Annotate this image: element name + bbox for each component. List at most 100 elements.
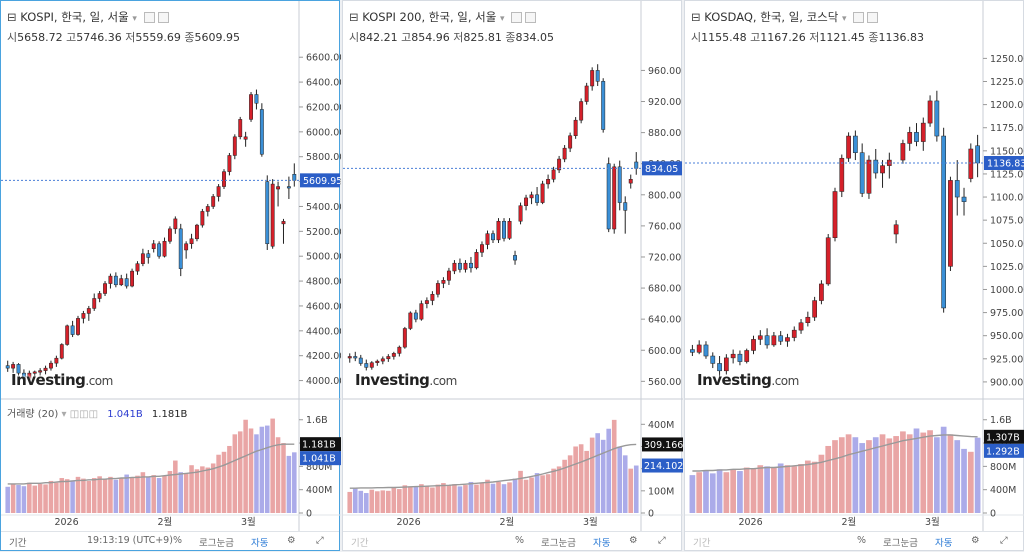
candle-body <box>717 363 722 372</box>
price-tick-label: 880.00 <box>648 128 681 139</box>
candle-body <box>798 322 804 331</box>
settings-icon[interactable] <box>853 12 865 23</box>
close-icon[interactable] <box>157 12 169 23</box>
collapse-icon[interactable]: ⊟ <box>7 10 17 24</box>
percent-button[interactable]: % <box>857 535 867 546</box>
candle-body <box>162 241 167 257</box>
legend-kospi200: ⊟ KOSPI 200, 한국, 일, 서울 ▾ <box>349 9 537 25</box>
bottom-toolbar: 기간 19:13:19 (UTC+9) % 로그눈금 자동 ⚙ ⤢ <box>1 531 339 550</box>
percent-button[interactable]: % <box>515 535 525 546</box>
fullscreen-icon[interactable]: ⤢ <box>658 535 666 546</box>
settings-icon[interactable] <box>143 12 155 23</box>
candle-body <box>474 252 479 269</box>
candle-body <box>81 313 86 319</box>
low-label: 저 <box>453 31 464 44</box>
chart-panel-kosdaq[interactable]: 1250.00 1225.00 1200.00 1175.00 1150.00 1125.… <box>684 0 1024 551</box>
volume-bar <box>573 446 578 513</box>
candle-body <box>157 243 162 257</box>
candle-body <box>771 335 777 346</box>
auto-scale-button[interactable]: 자동 <box>593 538 611 549</box>
volume-bar <box>129 477 135 513</box>
price-tick-label: 950.00 <box>990 331 1023 342</box>
volume-legend-value: 1.041B <box>107 409 143 420</box>
volume-bar <box>43 484 48 513</box>
close-icon[interactable] <box>867 12 879 23</box>
volume-bar <box>474 484 479 513</box>
candle-body <box>43 367 48 371</box>
volume-bar <box>281 443 286 513</box>
candle-body <box>402 328 407 348</box>
percent-button[interactable]: % <box>173 535 183 546</box>
candle-body <box>32 371 37 374</box>
period-button[interactable]: 기간 <box>351 538 369 549</box>
volume-bar <box>232 434 238 513</box>
candle-body <box>113 275 118 286</box>
volume-bar <box>523 479 529 513</box>
low-label: 저 <box>125 31 136 44</box>
candle-body <box>690 349 695 353</box>
price-tick-label: 920.00 <box>648 97 681 108</box>
volume-bar <box>954 440 961 513</box>
price-tick-label: 1150.00 <box>990 146 1024 157</box>
price-tick-label: 6200.00 <box>306 102 341 113</box>
candle-body <box>546 179 551 185</box>
investing-logo: Investing.com <box>697 371 799 389</box>
dropdown-arrow-icon[interactable]: ▾ <box>499 14 505 24</box>
gear-icon[interactable]: ⚙ <box>287 535 296 546</box>
fullscreen-icon[interactable]: ⤢ <box>1000 535 1008 546</box>
volume-bar <box>380 490 386 513</box>
collapse-icon[interactable]: ⊟ <box>349 10 359 24</box>
log-scale-button[interactable]: 로그눈금 <box>883 538 918 549</box>
volume-bar <box>167 471 173 513</box>
candle-body <box>184 243 189 251</box>
investing-logo: Investing.com <box>355 371 457 389</box>
close-label: 종 <box>868 31 879 44</box>
volume-bar <box>227 445 232 513</box>
close-icon[interactable] <box>525 12 537 23</box>
chart-svg-kosdaq[interactable]: 1250.00 1225.00 1200.00 1175.00 1150.00 1125.… <box>685 1 1024 552</box>
candle-body <box>151 243 156 249</box>
chart-panel-kospi[interactable]: 6600.006400.006200.006000.005800.005600.… <box>0 0 341 552</box>
volume-bar <box>54 482 59 513</box>
chart-panel-kospi200[interactable]: 960.00920.00880.00840.00800.00760.00720.… <box>342 0 683 552</box>
period-button[interactable]: 기간 <box>693 538 711 549</box>
gear-icon[interactable]: ⚙ <box>629 535 638 546</box>
candle-body <box>853 135 858 153</box>
gear-icon[interactable]: ⚙ <box>971 535 980 546</box>
candle-body <box>130 270 135 287</box>
chart-svg-kospi[interactable]: 6600.006400.006200.006000.005800.005600.… <box>1 1 341 552</box>
volume-bar <box>784 465 791 513</box>
volume-settings-icon[interactable]: ▾ ◫◫◫ <box>61 409 99 420</box>
collapse-icon[interactable]: ⊟ <box>691 10 701 24</box>
candle-body <box>480 244 484 253</box>
chart-svg-kospi200[interactable]: 960.00920.00880.00840.00800.00760.00720.… <box>343 1 683 552</box>
log-scale-button[interactable]: 로그눈금 <box>199 538 234 549</box>
auto-scale-button[interactable]: 자동 <box>935 538 953 549</box>
dropdown-arrow-icon[interactable]: ▾ <box>132 14 137 24</box>
candle-body <box>452 262 457 272</box>
period-button[interactable]: 기간 <box>9 538 27 549</box>
legend-kosdaq: ⊟ KOSDAQ, 한국, 일, 코스닥 ▾ <box>691 9 879 25</box>
candle-body <box>211 196 216 207</box>
candle-body <box>737 353 743 362</box>
candle-body <box>11 364 16 369</box>
candle-body <box>54 357 59 364</box>
volume-ma-tag: 1.307B <box>986 432 1020 443</box>
volume-bar <box>173 460 178 513</box>
volume-bar <box>709 473 716 513</box>
candle-body <box>866 159 872 194</box>
dropdown-arrow-icon[interactable]: ▾ <box>842 14 847 24</box>
auto-scale-button[interactable]: 자동 <box>251 538 269 549</box>
high-value: 854.96 <box>411 31 450 44</box>
bottom-toolbar: 기간 % 로그눈금 자동 ⚙ ⤢ <box>343 531 681 550</box>
volume-bar <box>102 479 108 513</box>
candle-body <box>419 303 424 320</box>
volume-bar <box>16 485 21 513</box>
log-scale-button[interactable]: 로그눈금 <box>541 538 576 549</box>
fullscreen-icon[interactable]: ⤢ <box>316 535 324 546</box>
price-tick-label: 4600.00 <box>306 301 341 312</box>
candle-body <box>124 278 129 287</box>
candle-body <box>590 70 595 87</box>
settings-icon[interactable] <box>511 12 523 23</box>
high-value: 5746.36 <box>76 31 122 44</box>
